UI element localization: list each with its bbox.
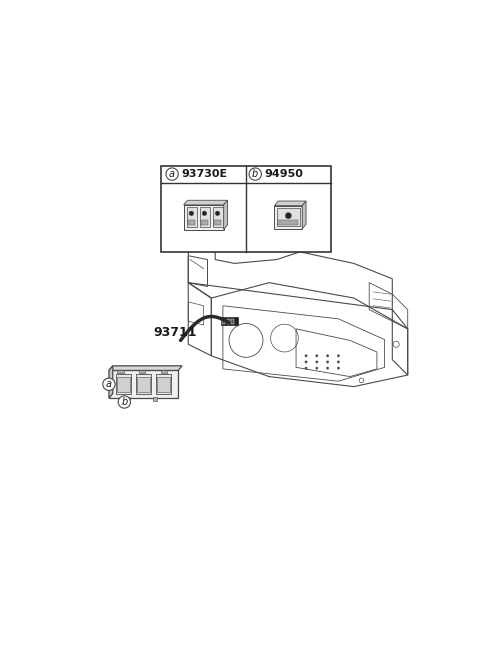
Circle shape	[166, 168, 178, 180]
Polygon shape	[109, 365, 182, 371]
Text: a: a	[106, 379, 112, 389]
Polygon shape	[184, 200, 228, 205]
Circle shape	[103, 378, 115, 390]
Circle shape	[337, 354, 339, 357]
Circle shape	[326, 354, 329, 357]
Polygon shape	[109, 365, 113, 398]
Bar	[126, 398, 131, 402]
Text: 93711: 93711	[154, 326, 197, 339]
Bar	[161, 166, 331, 252]
Circle shape	[337, 367, 339, 369]
Bar	[275, 206, 302, 229]
Bar	[227, 319, 230, 324]
Bar	[139, 369, 145, 373]
Circle shape	[305, 367, 307, 369]
Bar	[157, 377, 170, 392]
Circle shape	[189, 211, 193, 215]
Circle shape	[326, 367, 329, 369]
Text: 93730E: 93730E	[181, 169, 228, 179]
Bar	[137, 377, 150, 392]
Text: b: b	[252, 169, 258, 179]
Bar	[136, 373, 151, 394]
Bar	[278, 219, 299, 225]
Bar	[156, 373, 171, 394]
Bar	[221, 317, 238, 325]
Circle shape	[249, 168, 262, 180]
Bar	[118, 377, 130, 392]
Circle shape	[326, 361, 329, 363]
Polygon shape	[109, 371, 178, 398]
Bar	[201, 220, 208, 225]
Bar	[116, 373, 131, 394]
Text: b: b	[121, 397, 128, 407]
Circle shape	[316, 367, 318, 369]
Circle shape	[202, 211, 207, 215]
Circle shape	[215, 211, 220, 215]
Polygon shape	[224, 200, 228, 229]
Circle shape	[316, 361, 318, 363]
Circle shape	[337, 361, 339, 363]
Bar	[277, 208, 300, 227]
Bar	[118, 369, 123, 373]
Bar	[231, 319, 234, 324]
Circle shape	[316, 354, 318, 357]
Circle shape	[285, 213, 291, 219]
Polygon shape	[302, 201, 306, 229]
Circle shape	[305, 354, 307, 357]
Bar	[200, 207, 210, 227]
Bar	[153, 398, 157, 402]
Text: 94950: 94950	[264, 169, 303, 179]
Bar	[187, 207, 197, 227]
Circle shape	[305, 361, 307, 363]
Bar	[222, 319, 225, 324]
Circle shape	[118, 396, 131, 408]
Bar	[215, 220, 221, 225]
Text: a: a	[169, 169, 175, 179]
Polygon shape	[275, 201, 306, 206]
Bar	[160, 369, 167, 373]
Bar	[213, 207, 223, 227]
Bar	[188, 220, 195, 225]
Bar	[184, 205, 224, 229]
